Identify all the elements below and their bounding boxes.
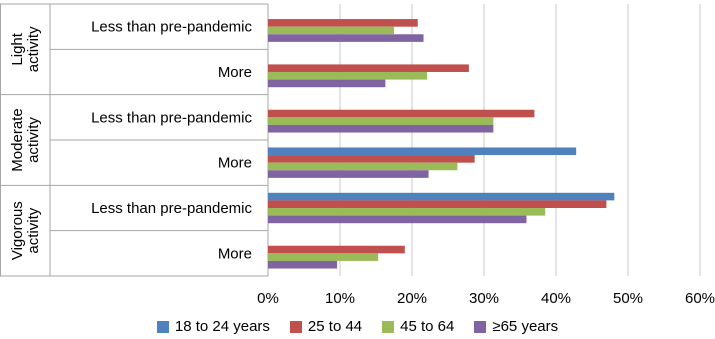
bar [268,192,615,201]
group-label: Lightactivity [9,26,42,72]
legend-label: ≥65 years [492,318,559,335]
bar [268,124,494,133]
group-label-line: Vigorous [9,201,26,260]
legend-label: 25 to 44 [307,318,363,335]
bar [268,109,535,118]
legend-swatch [156,320,169,333]
legend-label: 45 to 64 [400,318,455,335]
chart-plot: 0% 10% 20% 30% 40% 50% 60%LightactivityModerat… [0,3,715,307]
legend-item: ≥65 years [474,318,558,335]
group-label-line: activity [25,26,42,72]
group-label: Vigorousactivity [9,201,42,260]
category-label: More [218,64,252,81]
bar [268,170,429,178]
category-label: Less than pre-pandemic [91,19,252,36]
group-label-line: activity [25,207,42,253]
legend-item: 25 to 44 [289,318,363,335]
group-label-line: Moderate [9,108,26,171]
bar [268,34,424,42]
bar [268,64,469,72]
bar [268,162,458,171]
x-tick-label: 60% [685,290,715,307]
bar [268,208,546,216]
group-label-line: Light [9,32,26,65]
legend-item: 45 to 64 [382,318,454,335]
bar [268,260,338,269]
bar [268,79,386,88]
legend-swatch [382,320,395,333]
bar [268,215,527,224]
legend-item: 18 to 24 years [156,318,270,335]
chart-legend: 18 to 24 years 25 to 44 45 to 64 ≥65 years [0,318,715,335]
bar [268,147,577,156]
x-tick-label: 50% [613,290,643,307]
legend-swatch [289,320,302,333]
bar [268,253,379,261]
bar [268,72,428,80]
category-label: Less than pre-pandemic [91,200,252,217]
x-tick-label: 0% [257,290,279,307]
x-tick-label: 30% [469,290,499,307]
bar [268,245,405,254]
x-tick-label: 20% [397,290,427,307]
bar [268,200,607,208]
bar [268,155,475,163]
legend-label: 18 to 24 years [174,318,270,335]
group-label: Moderateactivity [9,108,42,171]
category-label: More [218,155,252,172]
legend-swatch [474,320,487,333]
x-tick-label: 10% [325,290,355,307]
bar [268,26,394,35]
x-tick-label: 40% [541,290,571,307]
group-label-line: activity [25,117,42,163]
category-label: More [218,245,252,262]
bar [268,117,494,125]
bar [268,19,418,27]
category-label: Less than pre-pandemic [91,109,252,126]
